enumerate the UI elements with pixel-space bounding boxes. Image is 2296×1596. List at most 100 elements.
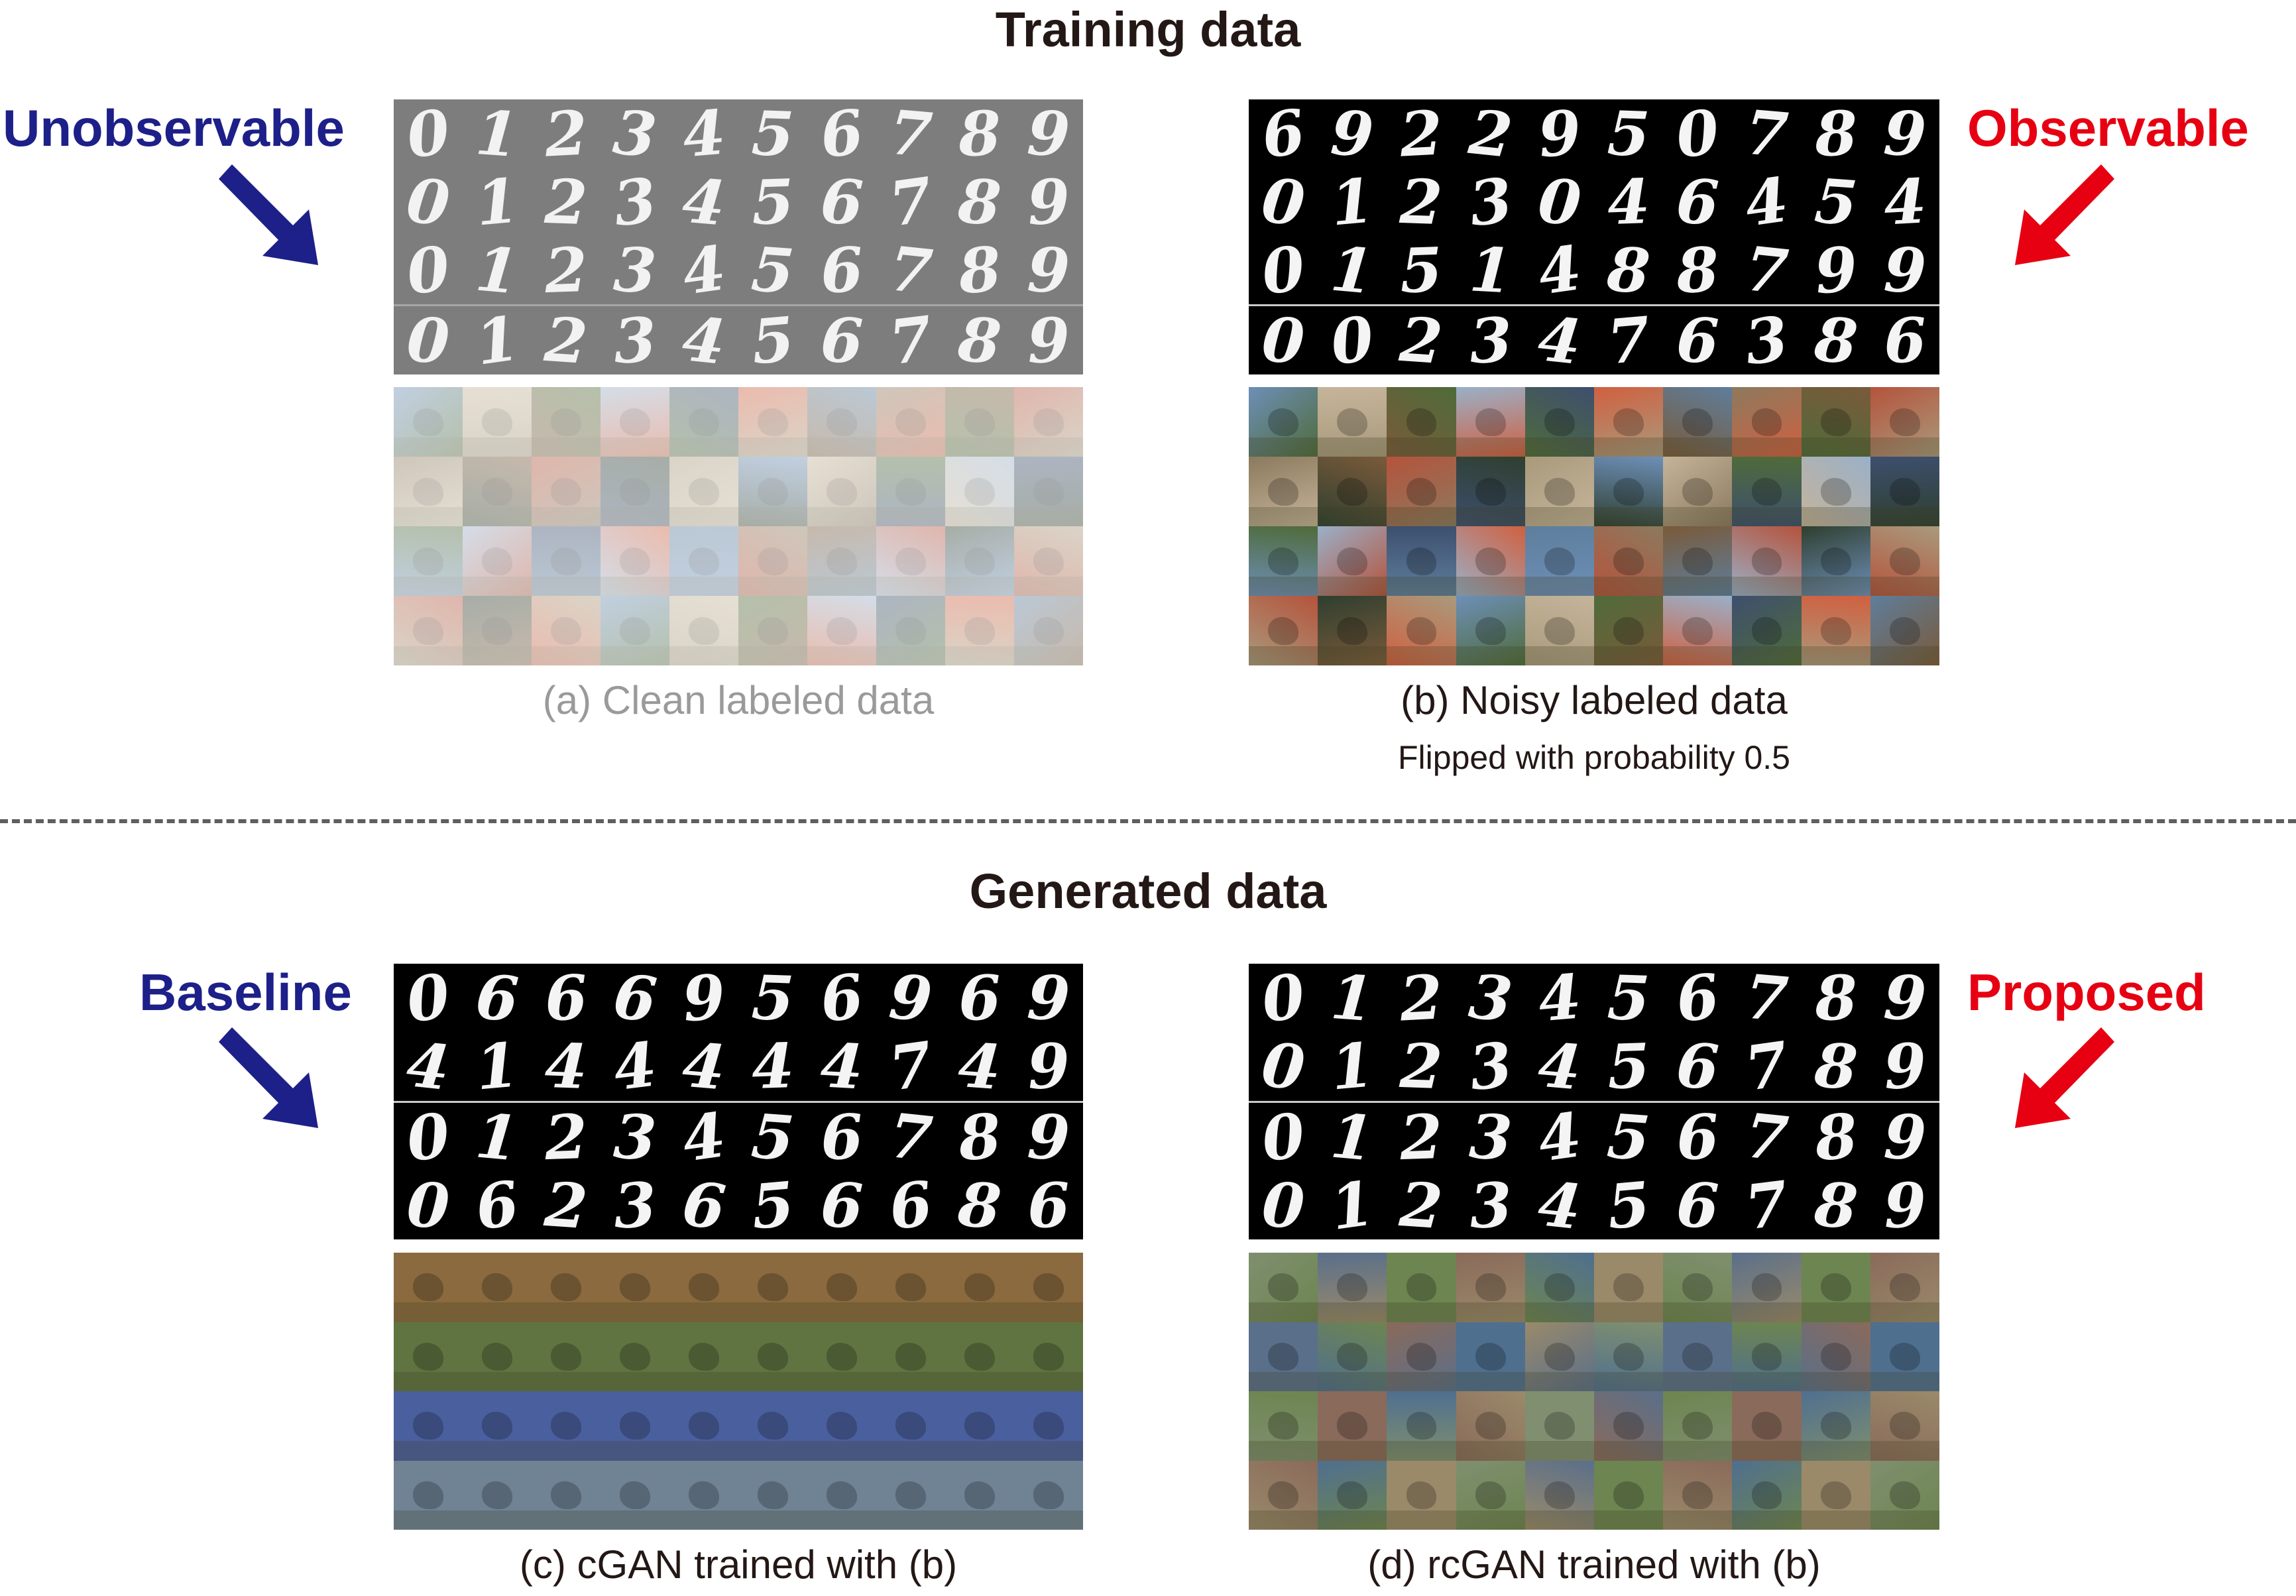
digit-glyph: 1	[1328, 232, 1377, 308]
digit-glyph: 1	[473, 96, 521, 171]
image-thumbnail	[945, 1460, 1014, 1530]
image-thumbnail	[1387, 387, 1456, 457]
image-thumbnail	[601, 1391, 669, 1461]
digit-glyph: 4	[1534, 1167, 1585, 1243]
image-thumbnail	[1318, 1253, 1387, 1322]
noisy-subcaption: Flipped with probability 0.5	[1398, 739, 1790, 776]
digit-glyph: 0	[1326, 302, 1379, 379]
image-thumbnail	[807, 387, 876, 457]
digit-glyph: 7	[1604, 302, 1653, 378]
image-thumbnail	[1387, 1253, 1456, 1322]
digit-glyph: 0	[405, 303, 451, 378]
image-thumbnail	[1524, 596, 1594, 665]
image-thumbnail	[1524, 1253, 1594, 1322]
image-thumbnail	[1663, 526, 1733, 596]
image-thumbnail	[945, 457, 1014, 526]
image-thumbnail	[532, 526, 601, 596]
digit-glyph: 2	[542, 303, 590, 378]
image-thumbnail	[1663, 1460, 1733, 1530]
image-thumbnail	[669, 1391, 738, 1461]
digit-glyph: 8	[1812, 1029, 1860, 1104]
digit-glyph: 6	[1882, 304, 1927, 377]
digit-glyph: 3	[612, 1168, 658, 1242]
image-thumbnail	[1456, 1322, 1525, 1391]
training-data-title: Training data	[995, 2, 1301, 57]
digit-glyph: 7	[1741, 1167, 1792, 1243]
digit-glyph: 6	[885, 1167, 937, 1243]
image-thumbnail	[1249, 1322, 1318, 1391]
image-thumbnail	[532, 1391, 601, 1461]
digit-glyph: 1	[473, 164, 522, 240]
digit-glyph: 6	[679, 1167, 729, 1243]
image-thumbnail	[945, 1253, 1014, 1322]
digit-glyph: 4	[1533, 1098, 1586, 1176]
digit-glyph: 6	[610, 960, 660, 1036]
image-thumbnail	[1014, 457, 1083, 526]
digit-glyph: 6	[819, 1168, 864, 1242]
digit-glyph: 8	[955, 302, 1004, 378]
digit-glyph: 9	[1025, 96, 1072, 171]
image-thumbnail	[1663, 387, 1733, 457]
digit-glyph: 4	[677, 231, 730, 309]
image-thumbnail	[1456, 1253, 1525, 1322]
image-thumbnail	[1456, 596, 1525, 665]
image-thumbnail	[1732, 1253, 1802, 1322]
noisy-caption: (b) Noisy labeled data	[1401, 678, 1788, 722]
image-thumbnail	[1318, 1391, 1387, 1461]
digit-glyph: 5	[1605, 1100, 1652, 1174]
arrow-down-right-icon	[219, 164, 318, 265]
image-thumbnail	[945, 596, 1014, 665]
digit-glyph: 2	[1397, 303, 1446, 378]
image-thumbnail	[876, 526, 945, 596]
image-thumbnail	[463, 1460, 532, 1530]
digit-glyph: 9	[1882, 233, 1927, 307]
image-thumbnail	[1456, 457, 1525, 526]
digit-glyph: 3	[1467, 1100, 1514, 1174]
digit-glyph: 0	[1672, 95, 1723, 172]
digit-glyph: 4	[679, 95, 728, 172]
image-thumbnail	[1593, 1322, 1664, 1391]
baseline-label: Baseline	[139, 963, 352, 1021]
digit-glyph: 6	[819, 233, 865, 308]
image-thumbnail	[1456, 387, 1525, 457]
image-thumbnail	[532, 387, 601, 457]
image-thumbnail	[1014, 1391, 1083, 1461]
image-thumbnail	[532, 457, 601, 526]
image-thumbnail	[1249, 1460, 1318, 1530]
image-thumbnail	[532, 1253, 601, 1322]
image-thumbnail	[738, 457, 807, 526]
digit-glyph: 5	[748, 302, 797, 378]
digit-glyph: 6	[1674, 164, 1721, 239]
digit-glyph: 0	[402, 95, 455, 172]
digit-glyph: 3	[1467, 303, 1514, 378]
digit-glyph: 5	[750, 165, 795, 239]
image-thumbnail	[1249, 1391, 1318, 1461]
digit-glyph: 2	[544, 165, 589, 239]
image-thumbnail	[463, 1391, 532, 1461]
digit-glyph: 7	[886, 95, 935, 172]
digit-glyph: 7	[1742, 232, 1792, 308]
image-thumbnail	[601, 457, 669, 526]
image-thumbnail	[738, 596, 807, 665]
image-thumbnail	[1801, 1322, 1870, 1391]
image-thumbnail	[1456, 1460, 1525, 1530]
digit-glyph: 6	[1026, 1168, 1071, 1242]
digit-glyph: 2	[542, 1168, 590, 1243]
digit-glyph: 4	[679, 302, 729, 378]
digit-glyph: 1	[1467, 233, 1514, 308]
image-thumbnail	[1524, 1322, 1594, 1391]
image-thumbnail	[1318, 457, 1387, 526]
digit-glyph: 8	[1674, 233, 1721, 308]
digit-glyph: 8	[1811, 1099, 1861, 1174]
digit-glyph: 8	[956, 164, 1004, 239]
digit-glyph: 0	[1260, 1168, 1306, 1242]
image-thumbnail	[1801, 387, 1870, 457]
digit-glyph: 8	[957, 97, 1002, 170]
image-thumbnail	[1524, 1391, 1594, 1461]
image-thumbnail	[807, 1253, 876, 1322]
digit-glyph: 5	[1606, 961, 1651, 1035]
digit-glyph: 1	[1328, 1099, 1377, 1174]
